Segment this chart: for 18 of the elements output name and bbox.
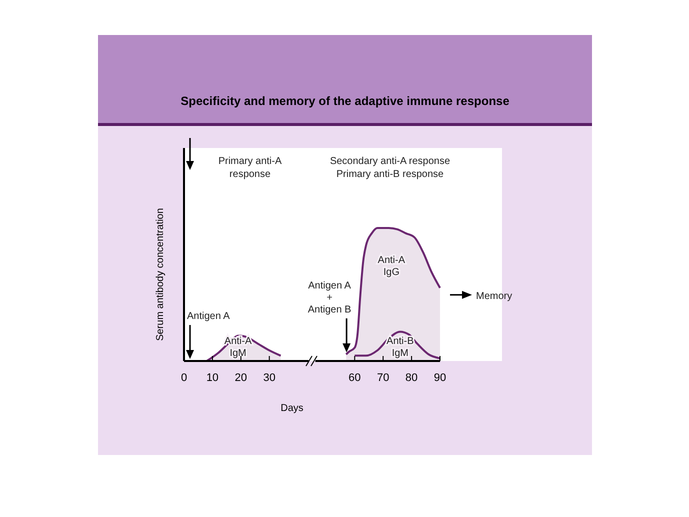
text: Primary anti-A response xyxy=(218,156,282,180)
text: Secondary anti-A response Primary anti-B response xyxy=(330,156,450,180)
annotation: Antigen A + Antigen B xyxy=(308,280,352,316)
text: Memory xyxy=(476,290,512,302)
x-tick-label: 30 xyxy=(263,372,276,384)
annotation: Antigen A xyxy=(187,311,230,322)
x-tick-label: 60 xyxy=(348,372,361,384)
x-tick-label: 80 xyxy=(405,372,418,384)
y-axis-title: Serum antibody concentration xyxy=(155,208,166,341)
x-tick-label: 90 xyxy=(434,372,446,384)
x-tick-label: 20 xyxy=(234,372,248,384)
x-tick-label: 70 xyxy=(376,372,390,384)
series-label: Anti-B IgM xyxy=(386,336,414,359)
x-tick-label: 0 xyxy=(180,372,188,384)
x-tick-label: 10 xyxy=(206,372,219,384)
x-axis-title: Days xyxy=(280,403,304,414)
series-label: Anti-A IgG xyxy=(378,255,406,278)
chart-title: Specificity and memory of the adaptive immune response xyxy=(180,94,510,108)
